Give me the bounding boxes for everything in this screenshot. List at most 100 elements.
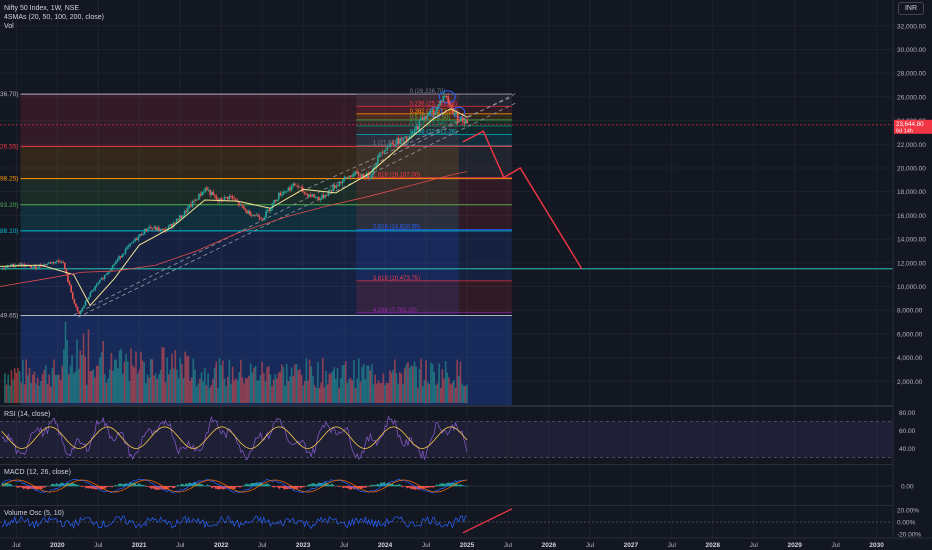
- candle-body: [362, 174, 365, 178]
- volume-bar: [402, 384, 404, 403]
- candle-body: [46, 263, 48, 265]
- volume-bar: [161, 347, 163, 403]
- fib-level-label: 0.618 (14,688.10): [0, 228, 18, 235]
- candle-body: [361, 174, 363, 177]
- fibonacci-extension[interactable]: 0 (26,236.70)0.236 (25,208.08)0.382 (24,…: [0, 89, 893, 314]
- macd-histogram-bar: [155, 486, 158, 490]
- candle-body: [233, 198, 235, 200]
- volume-bar: [423, 379, 426, 403]
- volume-bar: [285, 364, 288, 403]
- candle-body: [43, 264, 45, 267]
- macd-histogram-bar: [326, 482, 328, 487]
- time-tick-label: 2023: [296, 542, 311, 549]
- volume-bar: [141, 360, 144, 403]
- fib-ext-label: 0.5 (24,056.50): [410, 115, 451, 121]
- volume-bar: [408, 368, 411, 403]
- volume-bar: [267, 366, 270, 403]
- candle-body: [116, 259, 119, 262]
- macd-histogram-bar: [11, 485, 14, 487]
- candle-body: [464, 120, 467, 124]
- macd-histogram-bar: [414, 486, 417, 490]
- volume-bar: [330, 373, 332, 403]
- candle-body: [263, 217, 266, 220]
- volume-bar: [344, 361, 347, 403]
- macd-histogram-bar: [18, 486, 20, 488]
- macd-histogram-bar: [80, 486, 82, 487]
- candle-body: [137, 236, 140, 241]
- macd-histogram-bar: [349, 486, 351, 490]
- candle-body: [332, 185, 334, 191]
- macd-histogram-bar: [280, 486, 282, 488]
- countdown-label: 6d 14h: [896, 128, 913, 134]
- fib-ext-zone: [356, 126, 513, 135]
- volume-bar: [146, 374, 149, 403]
- volume-bar: [374, 374, 377, 403]
- macd-histogram-bar: [96, 486, 99, 490]
- candle-body: [230, 195, 232, 197]
- macd-histogram-bar: [426, 486, 428, 488]
- macd-histogram-bar: [208, 485, 210, 487]
- macd-histogram-bar: [422, 486, 425, 490]
- macd-histogram-bar: [462, 485, 464, 487]
- candle-body: [140, 234, 143, 236]
- volume-bar: [377, 380, 380, 403]
- candle-body: [178, 215, 181, 220]
- volume-osc-title: Volume Osc (5, 10): [4, 510, 64, 517]
- volume-bar: [417, 387, 419, 403]
- volume-bar: [379, 383, 381, 403]
- candle-body: [17, 264, 20, 266]
- candle-body: [242, 205, 245, 209]
- candle-body: [381, 152, 384, 154]
- candle-body: [36, 267, 39, 269]
- candle-body: [322, 194, 325, 198]
- volume-bar: [99, 357, 101, 403]
- volume-bar: [102, 340, 105, 403]
- macd-histogram-bar: [101, 486, 104, 490]
- macd-histogram-bar: [314, 484, 317, 487]
- volume-bar: [117, 368, 119, 403]
- fib-ext-label: 0 (26,236.70): [410, 89, 446, 95]
- macd-histogram-bar: [362, 486, 364, 488]
- macd-histogram-bar: [290, 486, 292, 490]
- candle-body: [156, 227, 159, 231]
- candle-body: [273, 199, 275, 204]
- volume-bar: [100, 352, 103, 403]
- macd-histogram-bar: [257, 482, 259, 487]
- volume-bar: [321, 358, 324, 403]
- candle-body: [234, 198, 237, 201]
- candle-body: [81, 308, 84, 311]
- macd-histogram-bar: [157, 486, 159, 490]
- candle-body: [223, 197, 226, 201]
- macd-histogram-bar: [14, 485, 17, 487]
- fib-ext-zone: [356, 280, 513, 313]
- macd-histogram-bar: [347, 486, 349, 489]
- currency-badge[interactable]: INR: [897, 2, 924, 15]
- volume-bar: [348, 379, 350, 403]
- candle-body: [3, 267, 5, 269]
- fibonacci-retracement[interactable]: 0 (26,236.70) 0.236 (21,826.55) 0.382 (19,…: [0, 91, 513, 405]
- macd-histogram-bar: [90, 486, 92, 489]
- fib-zone: [20, 315, 513, 405]
- volume-bar: [128, 380, 131, 403]
- volume-bar: [430, 362, 432, 403]
- candle-body: [214, 195, 216, 197]
- volume-bar: [281, 364, 283, 403]
- volume-bar: [25, 359, 27, 403]
- candle-body: [33, 265, 36, 268]
- candle-body: [276, 199, 279, 202]
- volume-legend: Vol: [4, 23, 14, 30]
- volume-bar: [202, 381, 204, 403]
- volume-bar: [12, 379, 14, 403]
- candle-body: [95, 284, 98, 287]
- volume-bar: [130, 348, 132, 403]
- volume-bar: [40, 380, 42, 403]
- macd-histogram-bar: [149, 486, 151, 488]
- macd-histogram-bar: [332, 484, 335, 487]
- macd-histogram-bar: [81, 486, 84, 487]
- volume-bar: [58, 374, 60, 403]
- candle-body: [265, 211, 267, 218]
- projection-path[interactable]: [462, 130, 583, 270]
- sma-20-line: [0, 108, 468, 307]
- top-circle: [438, 90, 456, 104]
